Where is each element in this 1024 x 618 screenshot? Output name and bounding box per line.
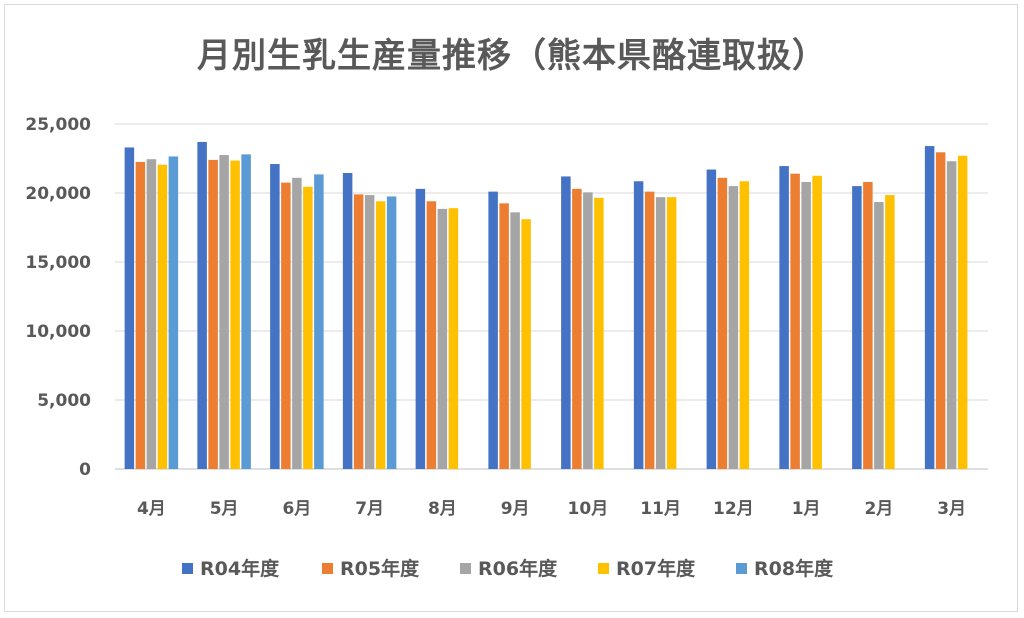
x-axis-ticks: 4月 5月 6月 7月 8月 9月 10月 11月 12月 1月 2月 3月	[137, 499, 966, 519]
y-tick-label: 20,000	[25, 184, 91, 204]
y-axis-ticks: 0 5,000 10,000 15,000 20,000 25,000	[25, 115, 91, 480]
bar	[594, 197, 604, 469]
bar	[728, 186, 739, 469]
bar	[521, 219, 531, 469]
x-tick-label: 12月	[713, 499, 754, 519]
bar	[812, 175, 822, 469]
bar	[739, 181, 750, 469]
y-tick-label: 5,000	[37, 391, 91, 411]
bar	[386, 196, 397, 469]
x-tick-label: 7月	[355, 499, 384, 519]
x-tick-label: 5月	[210, 499, 239, 519]
bar	[168, 156, 179, 469]
bar	[281, 182, 291, 469]
bar	[135, 161, 146, 469]
bar	[957, 155, 968, 470]
legend-swatch	[182, 563, 193, 574]
bar	[270, 164, 280, 469]
bar	[666, 197, 677, 469]
bar	[353, 194, 364, 469]
legend-label: R08年度	[754, 557, 834, 580]
bar	[146, 159, 157, 469]
bar	[292, 177, 302, 469]
y-tick-label: 10,000	[25, 322, 91, 342]
bar	[863, 181, 873, 469]
bar	[499, 203, 509, 469]
chart-title: 月別生乳生産量推移（熊本県酪連取扱）	[197, 36, 827, 76]
bar	[375, 201, 386, 469]
bar	[364, 195, 375, 469]
bar	[219, 155, 229, 470]
x-tick-label: 1月	[792, 499, 821, 519]
x-tick-label: 6月	[282, 499, 311, 519]
bar	[852, 186, 862, 469]
bar	[779, 166, 789, 469]
bar	[790, 173, 800, 469]
bar	[885, 195, 895, 469]
bar	[924, 146, 935, 469]
bar	[124, 147, 135, 469]
legend-label: R04年度	[200, 557, 280, 580]
bar	[706, 169, 717, 470]
bar	[448, 208, 459, 469]
bar	[717, 177, 728, 469]
y-tick-label: 0	[79, 460, 91, 480]
legend-swatch	[598, 563, 609, 574]
bar	[437, 208, 448, 469]
bar	[197, 141, 207, 469]
legend-swatch	[322, 563, 333, 574]
gridlines	[115, 123, 988, 470]
x-tick-label: 11月	[640, 499, 681, 519]
bar	[157, 164, 168, 469]
bar	[241, 154, 251, 470]
x-tick-label: 2月	[864, 499, 893, 519]
bar	[572, 188, 582, 470]
bar	[488, 191, 498, 469]
bar	[426, 201, 437, 469]
bar	[342, 172, 353, 470]
bars	[124, 141, 968, 470]
bar	[583, 192, 593, 469]
bar	[230, 160, 240, 469]
y-tick-label: 25,000	[25, 115, 91, 135]
bar	[946, 161, 957, 469]
bar	[303, 186, 313, 470]
legend-label: R07年度	[616, 557, 696, 580]
x-tick-label: 3月	[937, 499, 966, 519]
legend-label: R06年度	[478, 557, 558, 580]
bar	[415, 188, 426, 470]
x-tick-label: 10月	[568, 499, 609, 519]
legend-label: R05年度	[340, 557, 420, 580]
legend: R04年度 R05年度 R06年度 R07年度 R08年度	[182, 557, 834, 580]
x-tick-label: 8月	[428, 499, 457, 519]
legend-swatch	[736, 563, 747, 574]
y-tick-label: 15,000	[25, 253, 91, 273]
bar	[935, 152, 946, 470]
bar	[561, 176, 571, 469]
x-tick-label: 9月	[501, 499, 530, 519]
bar	[633, 181, 644, 469]
legend-swatch	[460, 563, 471, 574]
bar	[314, 174, 324, 469]
bar	[644, 191, 655, 469]
bar	[801, 181, 811, 469]
bar	[655, 197, 666, 469]
bar	[510, 212, 520, 469]
bar	[208, 159, 218, 469]
x-tick-label: 4月	[137, 499, 166, 519]
bar	[874, 201, 884, 469]
